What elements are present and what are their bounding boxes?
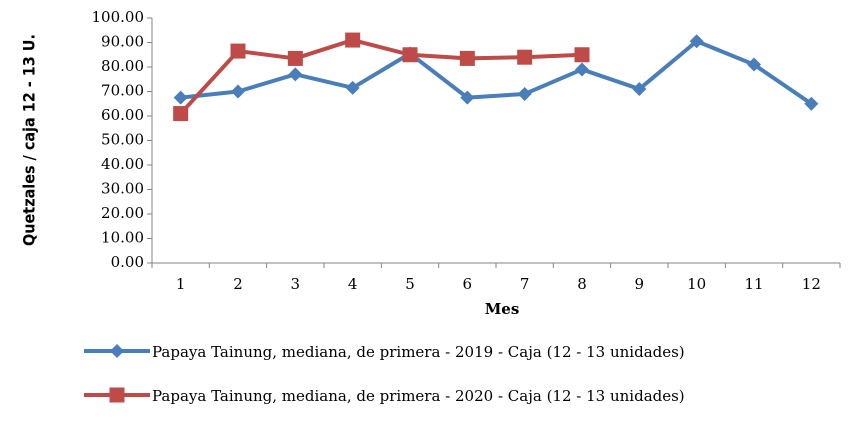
y-tick-label: 90.00: [101, 33, 144, 51]
x-tick-label: 5: [405, 275, 415, 293]
marker: [109, 387, 125, 403]
x-tick-label: 8: [577, 275, 587, 293]
x-tick-label: 2: [233, 275, 243, 293]
legend-item: Papaya Tainung, mediana, de primera - 20…: [84, 343, 844, 383]
x-tick-label: 1: [176, 275, 186, 293]
y-tick-label: 30.00: [101, 180, 144, 198]
y-tick-label: 20.00: [101, 204, 144, 222]
legend-swatch: [84, 387, 150, 403]
x-tick-label: 3: [291, 275, 301, 293]
y-tick-label: 70.00: [101, 82, 144, 100]
x-tick-label: 6: [463, 275, 473, 293]
legend-swatch: [84, 344, 150, 358]
legend-label: Papaya Tainung, mediana, de primera - 20…: [152, 343, 685, 361]
x-axis-title: Mes: [485, 300, 520, 318]
marker: [804, 96, 819, 111]
y-tick-label: 100.00: [92, 8, 145, 26]
x-tick-label: 4: [348, 275, 358, 293]
marker: [110, 344, 124, 358]
series-line: [179, 38, 583, 115]
y-tick-label: 10.00: [101, 229, 144, 247]
y-tick-label: 50.00: [101, 131, 144, 149]
legend-item: Papaya Tainung, mediana, de primera - 20…: [84, 387, 844, 427]
marker: [345, 80, 360, 95]
y-tick-label: 40.00: [101, 155, 144, 173]
marker: [689, 34, 704, 49]
marker: [230, 43, 246, 59]
y-tick-label: 80.00: [101, 57, 144, 75]
marker: [632, 82, 647, 97]
marker: [402, 47, 418, 63]
marker: [517, 49, 533, 65]
marker: [747, 57, 761, 72]
x-tick-label: 11: [744, 275, 763, 293]
marker: [173, 106, 189, 122]
x-tick-label: 9: [635, 275, 645, 293]
marker: [288, 67, 303, 82]
marker: [517, 86, 532, 101]
marker: [574, 47, 590, 63]
x-tick-label: 12: [802, 275, 821, 293]
x-tick-label: 10: [687, 275, 706, 293]
marker: [460, 90, 475, 105]
marker: [345, 32, 361, 48]
x-tick-label: 7: [520, 275, 530, 293]
series-line: [180, 39, 813, 106]
legend-label: Papaya Tainung, mediana, de primera - 20…: [152, 387, 685, 405]
y-axis-title: Quetzales / caja 12 - 13 U.: [20, 34, 39, 246]
marker: [287, 50, 303, 66]
marker: [575, 62, 589, 77]
marker: [231, 84, 245, 99]
marker: [459, 50, 475, 66]
marker: [173, 90, 188, 105]
y-tick-label: 0.00: [111, 253, 144, 271]
y-tick-label: 60.00: [101, 106, 144, 124]
